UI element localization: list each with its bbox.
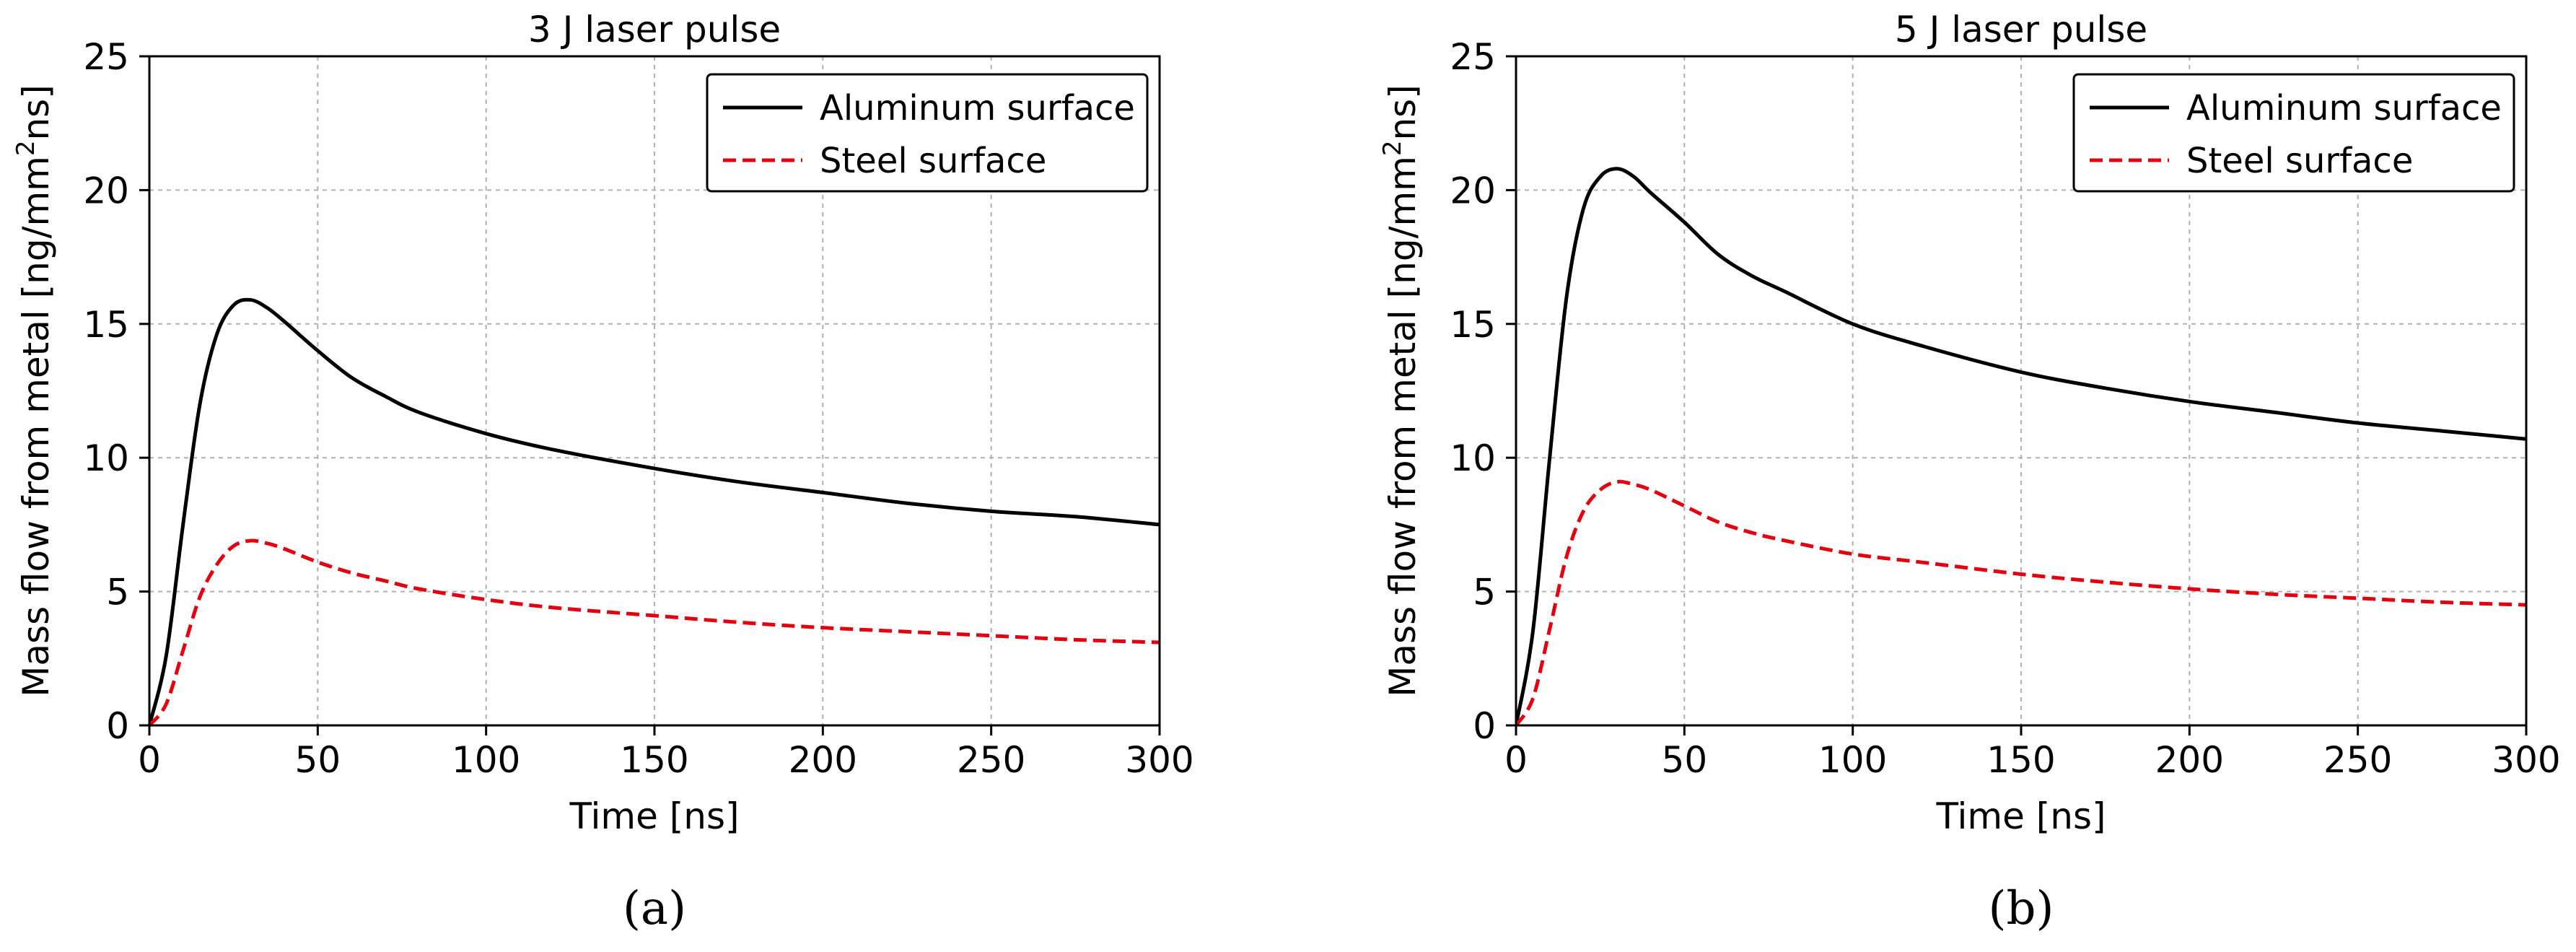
x-tick-label: 100 — [1818, 739, 1887, 781]
chart-panel-a: 0 50 100 150 200 250 300 0 5 10 15 20 25 3 J laser pu… — [12, 9, 1194, 935]
y-axis-label-end: ns] — [1382, 84, 1424, 140]
x-tick-label: 50 — [295, 739, 341, 781]
series-line-aluminum-surface — [1516, 167, 2526, 725]
legend-label: Steel surface — [2186, 141, 2413, 181]
y-tick-label: 20 — [1450, 170, 1496, 211]
x-tick-label: 50 — [1662, 739, 1708, 781]
x-tick-label: 100 — [452, 739, 520, 781]
x-tick-label: 0 — [138, 739, 161, 781]
chart-panel-b: 0 50 100 150 200 250 300 0 5 10 15 20 25 5 J laser pu… — [1378, 9, 2561, 935]
x-tick-label: 250 — [957, 739, 1025, 781]
x-tick-label: 250 — [2323, 739, 2392, 781]
x-axis-label: Time [ns] — [1935, 795, 2106, 837]
x-tick-label: 150 — [620, 739, 688, 781]
y-tick-label: 0 — [1473, 705, 1496, 747]
panel-label: (a) — [623, 882, 686, 935]
legend: Aluminum surface Steel surface — [706, 73, 1149, 193]
x-tick-label: 200 — [2155, 739, 2224, 781]
y-tick-label: 25 — [83, 36, 129, 78]
series-line-aluminum-surface — [149, 297, 1160, 725]
x-tick-label: 150 — [1986, 739, 2055, 781]
y-axis-label-end: ns] — [15, 84, 57, 140]
y-tick-label: 15 — [1450, 304, 1496, 346]
y-axis-label: Mass flow from metal [ng/mm2ns] — [12, 84, 57, 696]
y-axis-label: Mass flow from metal [ng/mm2ns] — [1378, 84, 1424, 696]
y-axis-label-superscript: 2 — [1378, 141, 1407, 157]
y-tick-label: 25 — [1450, 36, 1496, 78]
series-line-steel-surface — [149, 538, 1160, 725]
legend-label: Aluminum surface — [2186, 88, 2502, 128]
y-tick-label: 10 — [1450, 437, 1496, 479]
y-tick-label: 10 — [83, 437, 129, 479]
legend-label: Aluminum surface — [820, 88, 1135, 128]
legend-label: Steel surface — [820, 141, 1046, 181]
y-axis-label-superscript: 2 — [12, 141, 40, 157]
series-line-steel-surface — [1516, 479, 2526, 725]
legend: Aluminum surface Steel surface — [2072, 73, 2515, 193]
y-tick-label: 15 — [83, 304, 129, 346]
y-tick-label: 20 — [83, 170, 129, 211]
x-tick-label: 0 — [1504, 739, 1528, 781]
chart-title: 5 J laser pulse — [1895, 9, 2147, 51]
legend-box — [2072, 73, 2515, 193]
y-tick-label: 0 — [106, 705, 129, 747]
y-axis-label-main: Mass flow from metal [ng/mm — [15, 156, 57, 697]
y-tick-label: 5 — [1473, 572, 1496, 613]
y-axis-label-main: Mass flow from metal [ng/mm — [1382, 156, 1424, 697]
y-tick-label: 5 — [106, 572, 129, 613]
x-tick-label: 300 — [2492, 739, 2560, 781]
x-axis-label: Time [ns] — [569, 795, 739, 837]
x-tick-label: 300 — [1125, 739, 1193, 781]
panel-label: (b) — [1989, 882, 2054, 935]
legend-box — [706, 73, 1149, 193]
x-tick-label: 200 — [789, 739, 857, 781]
chart-title: 3 J laser pulse — [528, 9, 781, 51]
